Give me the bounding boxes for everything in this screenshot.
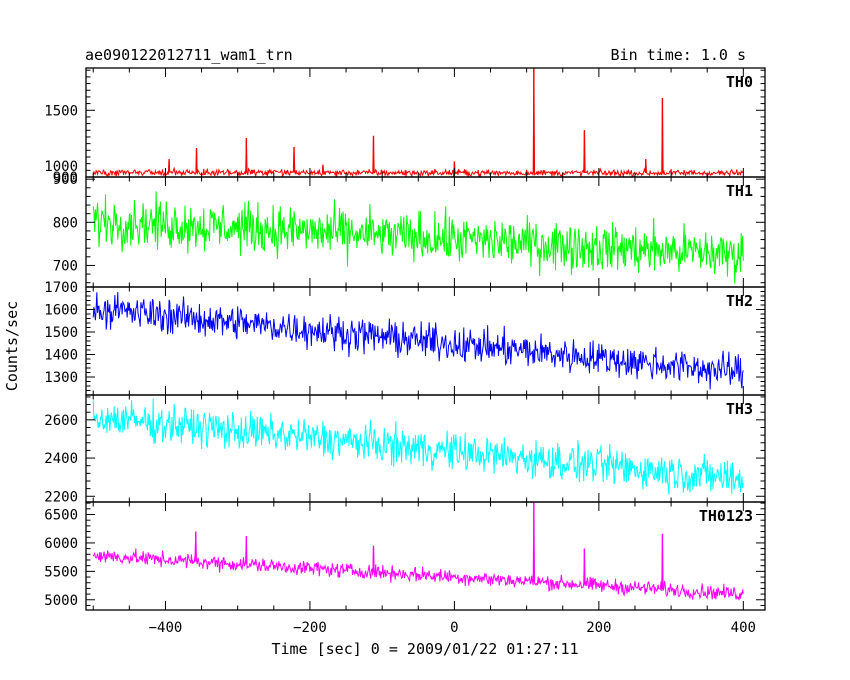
series-line-th0123 — [92, 502, 744, 601]
panel-label: TH0123 — [699, 507, 753, 525]
y-tick-label: 1500 — [44, 103, 78, 119]
panel-label: TH0 — [726, 73, 753, 91]
y-tick-label: 1700 — [44, 280, 78, 296]
y-tick-label: 5000 — [44, 593, 78, 609]
y-tick-label: 2600 — [44, 413, 78, 429]
panels-group: 90010001500TH0700800900TH113001400150016… — [44, 67, 766, 636]
x-tick-label: 400 — [731, 620, 756, 636]
y-tick-label: 2400 — [44, 451, 78, 467]
series-line-th3 — [92, 398, 744, 495]
y-tick-label: 1400 — [44, 348, 78, 364]
y-tick-label: 800 — [53, 215, 78, 231]
y-tick-label: 1000 — [44, 159, 78, 175]
panel-frame — [85, 501, 766, 611]
y-tick-label: 900 — [53, 172, 78, 188]
panel-label: TH1 — [726, 182, 753, 200]
panel-th0123: 5000 5500 6000 6500 TH0123 — [44, 501, 766, 611]
y-tick-label: 900 — [53, 170, 78, 186]
panel-label: TH3 — [726, 400, 753, 418]
y-tick-label: 6000 — [44, 536, 78, 552]
x-tick-label: −400 — [149, 620, 183, 636]
x-tick-label: 0 — [450, 620, 458, 636]
series-line-th2 — [92, 291, 744, 390]
y-tick-label: 700 — [53, 258, 78, 274]
x-tick-label: 200 — [586, 620, 611, 636]
series-line-th1 — [92, 191, 744, 284]
y-tick-label: 2200 — [44, 489, 78, 505]
y-axis-label: Counts/sec — [3, 301, 21, 391]
x-tick-label: −200 — [293, 620, 327, 636]
panel-label: TH2 — [726, 292, 753, 310]
panel-th3: 2200 2400 2600 TH3 — [44, 394, 766, 505]
y-tick-label: 1600 — [44, 303, 78, 319]
y-tick-label: 5500 — [44, 564, 78, 580]
bin-time-label: Bin time: 1.0 s — [611, 46, 746, 64]
panel-th1: 700 800 900 TH1 — [53, 172, 766, 288]
chart-title: ae090122012711_wam1_trn — [85, 46, 293, 64]
y-tick-label: 6500 — [44, 508, 78, 524]
panel-th2: 1300 1400 1500 1600 1700 TH2 — [44, 280, 766, 396]
x-axis-label: Time [sec] 0 = 2009/01/22 01:27:11 — [271, 640, 578, 658]
y-tick-label: 1500 — [44, 325, 78, 341]
y-tick-label: 1300 — [44, 370, 78, 386]
